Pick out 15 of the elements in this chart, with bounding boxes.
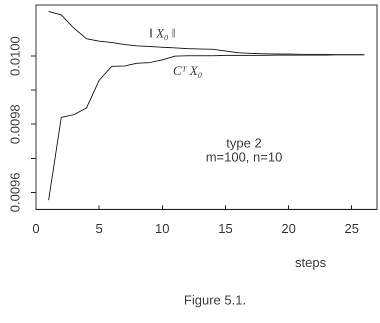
x-axis-title: steps	[295, 254, 327, 270]
x-tick-label: 10	[155, 220, 170, 236]
y-tick-label: 0.0096	[8, 172, 23, 212]
y-tick-label: 0.0098	[8, 104, 23, 144]
x-tick-label: 20	[281, 220, 296, 236]
annotation: m=100, n=10	[206, 150, 282, 165]
series-label: Cᵀ X₀	[172, 63, 202, 78]
x-tick-label: 15	[218, 220, 233, 236]
caption: Figure 5.1.	[184, 292, 246, 308]
x-tick-label: 0	[32, 220, 40, 236]
x-tick-label: 5	[96, 220, 103, 236]
x-tick-label: 25	[344, 220, 359, 236]
y-tick-label: 0.0100	[8, 36, 23, 76]
annotation: type 2	[226, 136, 262, 151]
series-label: ‖ X₀ ‖	[149, 26, 176, 41]
